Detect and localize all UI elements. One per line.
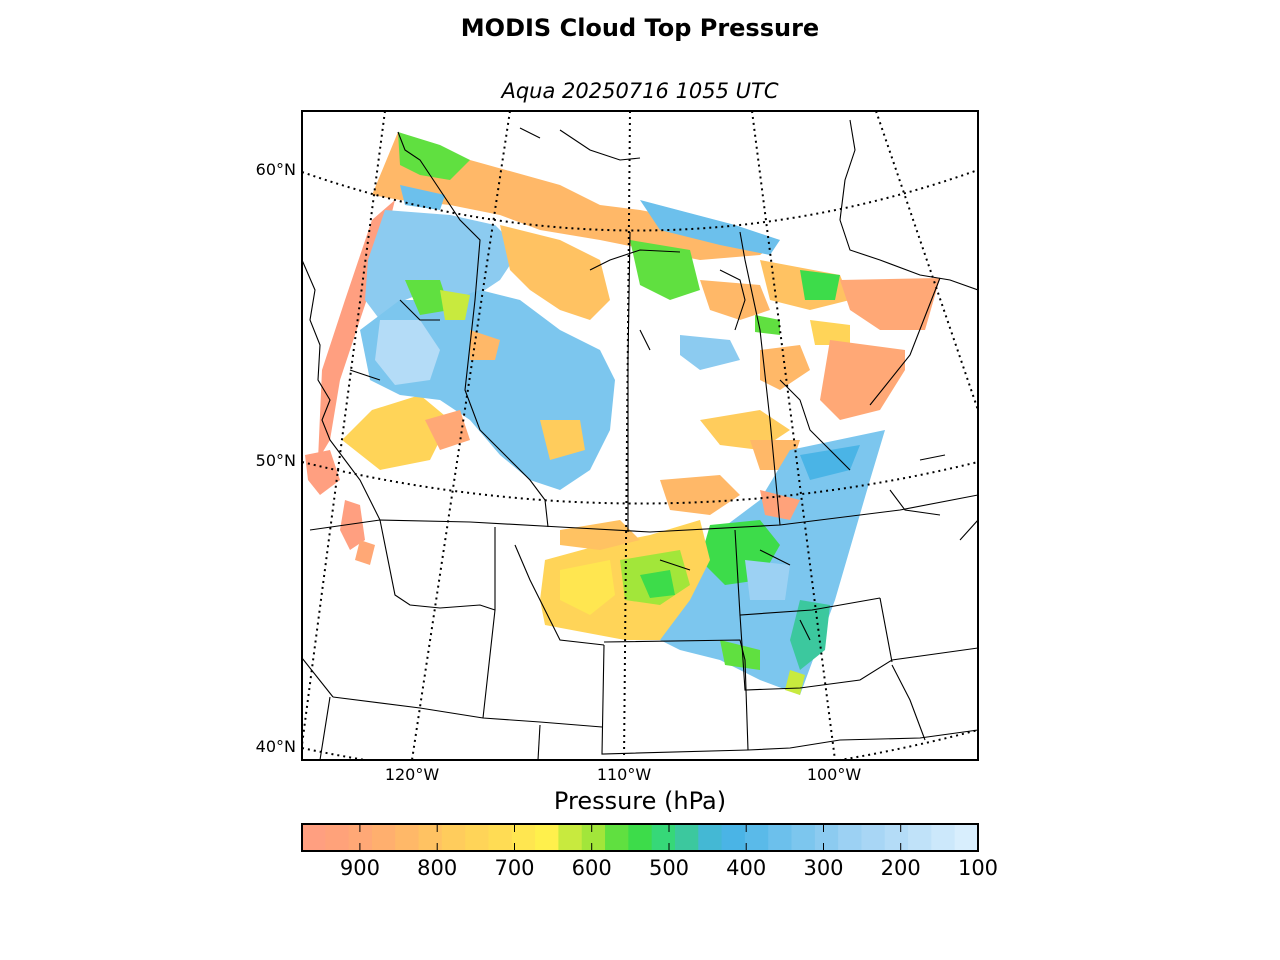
colorbar-segment [302,824,326,851]
colorbar [301,823,979,852]
colorbar-segment [838,824,863,851]
colorbar-title: Pressure (hPa) [553,787,727,815]
colorbar-tick-label: 700 [494,856,535,880]
colorbar-segment [954,824,979,851]
map-panel [302,111,978,760]
map-frame [301,110,979,761]
colorbar-tick-label: 800 [417,856,458,880]
colorbar-segment [441,824,466,851]
lon-label-100: 100°W [806,765,862,784]
lon-label-110: 110°W [596,765,652,784]
colorbar-segment [931,824,956,851]
colorbar-segment [628,824,653,851]
colorbar-segment [348,824,373,851]
lat-label-50: 50°N [255,451,296,470]
colorbar-segment [488,824,513,851]
colorbar-segment [605,824,629,851]
colorbar-segment [884,824,909,851]
colorbar-segment [861,824,886,851]
colorbar-segment [744,824,769,851]
colorbar-tick-label: 600 [571,856,612,880]
colorbar-segment [418,824,443,851]
colorbar-segment [465,824,490,851]
boundaries [302,119,978,760]
cloud-swath [305,132,940,695]
colorbar-segment [511,824,536,851]
colorbar-segment [698,824,723,851]
colorbar-tick-label: 900 [339,856,380,880]
colorbar-segment [908,824,932,851]
colorbar-tick-label: 200 [880,856,921,880]
colorbar-segment [581,824,606,851]
map-subtitle: Aqua 20250716 1055 UTC [501,79,779,103]
colorbar-segment [371,824,396,851]
colorbar-tick-label: 300 [803,856,844,880]
colorbar-segment [651,824,676,851]
lat-label-40: 40°N [255,737,296,756]
colorbar-segment [814,824,839,851]
colorbar-tick-label: 400 [726,856,767,880]
colorbar-segment [395,824,420,851]
colorbar-segment [325,824,350,851]
colorbar-segment [535,824,560,851]
colorbar-segment [558,824,583,851]
lat-label-60: 60°N [255,160,296,179]
colorbar-frame [301,823,979,852]
colorbar-segment [721,824,746,851]
colorbar-segment [791,824,816,851]
lon-label-120: 120°W [384,765,440,784]
colorbar-tick-label: 100 [957,856,999,880]
colorbar-tick-label: 500 [648,856,690,880]
colorbar-segment [674,824,699,851]
map-title: MODIS Cloud Top Pressure [460,14,820,42]
colorbar-segment [768,824,793,851]
graticule [302,111,978,760]
